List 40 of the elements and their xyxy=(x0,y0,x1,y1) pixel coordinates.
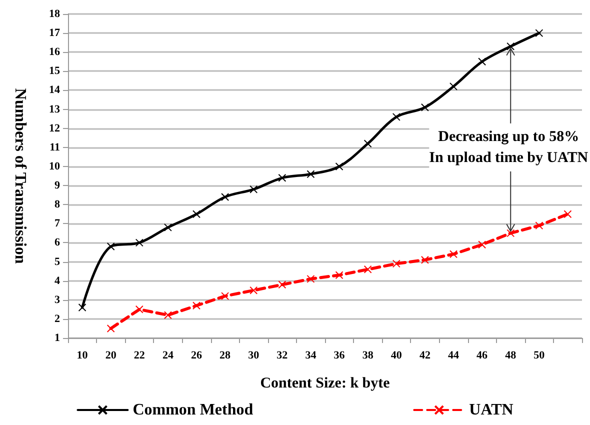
legend-label: UATN xyxy=(469,402,514,418)
y-tick-label: 5 xyxy=(54,256,60,268)
y-tick-label: 10 xyxy=(49,160,60,172)
y-tick-label: 2 xyxy=(54,312,60,325)
x-tick-label: 10 xyxy=(76,350,88,362)
x-tick-label: 46 xyxy=(476,350,488,362)
x-tick-label: 20 xyxy=(105,350,117,362)
y-tick-label: 17 xyxy=(49,27,60,40)
x-tick-label: 36 xyxy=(334,350,346,362)
y-tick-label: 8 xyxy=(54,198,60,211)
x-tick-label: 44 xyxy=(448,350,460,362)
x-tick-label: 24 xyxy=(162,350,174,362)
x-tick-label: 34 xyxy=(305,350,317,362)
x-tick-label: 38 xyxy=(362,350,374,362)
x-axis-title: Content Size: k byte xyxy=(260,376,390,392)
y-tick-label: 6 xyxy=(54,236,60,249)
y-tick-label: 9 xyxy=(54,180,60,192)
x-tick-label: 50 xyxy=(534,350,546,362)
y-tick-label: 4 xyxy=(54,274,60,287)
y-tick-label: 3 xyxy=(54,294,60,306)
x-tick-label: 32 xyxy=(276,350,288,362)
y-tick-label: 14 xyxy=(49,84,60,96)
x-tick-label: 22 xyxy=(134,350,146,362)
x-tick-label: 48 xyxy=(505,350,517,362)
x-tick-label: 40 xyxy=(390,350,402,362)
x-tick-label: 30 xyxy=(248,350,260,362)
y-tick-label: 13 xyxy=(49,103,60,116)
y-tick-label: 1 xyxy=(54,332,60,344)
y-tick-label: 12 xyxy=(49,122,60,134)
y-tick-label: 7 xyxy=(54,218,60,230)
x-tick-label: 26 xyxy=(191,350,202,362)
y-tick-label: 18 xyxy=(49,8,60,20)
y-tick-label: 16 xyxy=(49,46,60,58)
legend-label: Common Method xyxy=(132,402,254,418)
y-tick-label: 15 xyxy=(49,65,60,78)
y-axis-title: Numbers of Transmission xyxy=(12,88,28,264)
y-tick-label: 11 xyxy=(50,141,60,154)
annotation: Decreasing up to 58% In upload time by UATN xyxy=(429,128,588,166)
x-tick-label: 28 xyxy=(220,350,232,362)
x-tick-label: 42 xyxy=(419,350,431,362)
